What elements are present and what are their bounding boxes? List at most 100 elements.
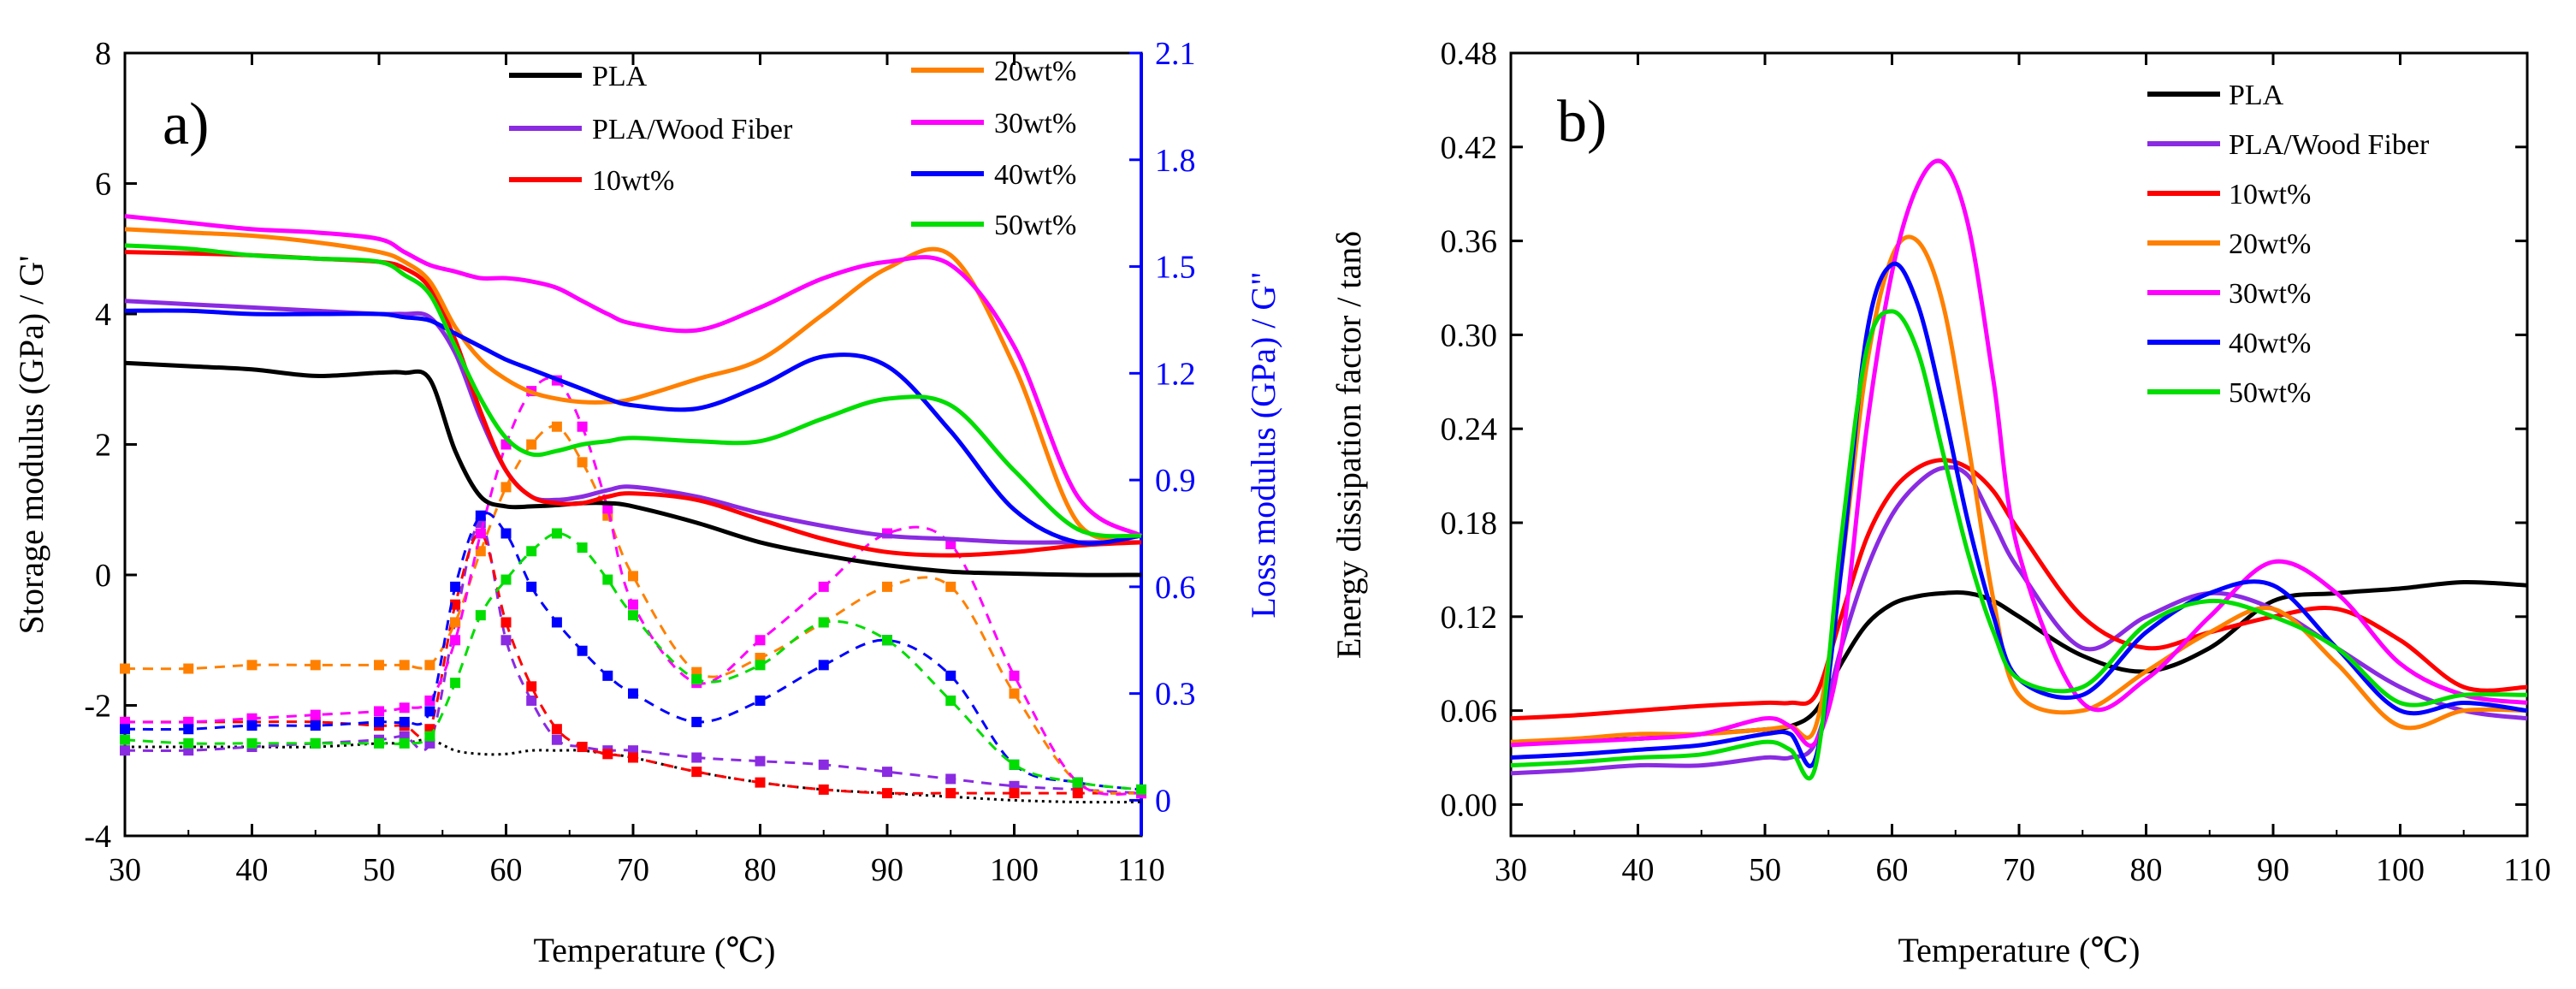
panel-a-y-tick-label: -4 [84,819,111,855]
loss-marker-50wt [628,610,638,621]
tan-delta-line-20wt [1510,234,2528,744]
loss-marker-50wt [374,737,384,749]
panel-a-y-tick-label: 4 [95,297,111,333]
loss-marker-40wt [246,720,258,731]
loss-marker-20wt [551,421,562,432]
loss-line-40wt [124,512,1142,791]
loss-marker-10wt [450,599,461,610]
panel-a-y2-tick-label: 1.5 [1155,250,1196,286]
loss-marker-20wt [424,660,435,671]
panel-a-y2-axis-title: Loss modulus (GPa) / G" [1244,271,1282,618]
loss-marker-pla-wood-fiber [882,767,892,778]
loss-marker-40wt [526,581,537,592]
panel-b-x-tick-label: 30 [1495,852,1527,888]
storage-line-30wt [124,214,1143,538]
loss-marker-30wt [577,421,588,432]
panel-b-y-tick-label: 0.30 [1441,317,1498,353]
loss-marker-50wt [1136,784,1146,795]
loss-marker-50wt [1072,777,1083,788]
panel-a-x-axis-title: Temperature (℃) [534,931,776,969]
storage-line-40wt [124,308,1142,546]
storage-line-50wt [124,243,1142,539]
loss-marker-30wt [374,706,384,717]
loss-marker-40wt [755,695,766,706]
loss-marker-30wt [475,528,486,539]
loss-marker-40wt [945,670,956,681]
loss-marker-20wt [183,663,194,674]
loss-marker-pla-wood-fiber [551,734,562,745]
loss-marker-50wt [120,734,130,745]
loss-marker-40wt [120,724,130,735]
legend-label-30wt: 30wt% [994,108,1076,139]
legend-b-label-10wt: 10wt% [2229,179,2311,210]
loss-marker-30wt [399,702,410,714]
loss-marker-pla-wood-fiber [120,745,130,756]
loss-marker-20wt [450,617,461,628]
panel-a-y2-tick-label: 0 [1155,783,1171,819]
loss-marker-20wt [246,660,258,671]
loss-marker-20wt [526,439,537,450]
panel-a-y2-tick-label: 1.2 [1155,356,1196,392]
legend-b-label-40wt: 40wt% [2229,328,2311,359]
panel-b-y-tick-label: 0.48 [1441,36,1498,72]
loss-marker-20wt [500,482,512,493]
loss-marker-20wt [945,581,956,592]
loss-marker-20wt [1009,688,1020,699]
loss-line-pla-wood-fiber [124,521,1142,795]
loss-marker-50wt [526,546,537,557]
panel-a-y-tick-label: 2 [95,428,111,464]
loss-marker-30wt [310,709,321,720]
panel-b-x-tick-label: 80 [2130,852,2163,888]
loss-marker-50wt [424,731,435,742]
loss-marker-pla-wood-fiber [755,755,766,767]
loss-line-10wt [125,532,1141,795]
loss-marker-40wt [500,528,512,539]
legend-b-label-pla-wood-fiber: PLA/Wood Fiber [2229,129,2430,161]
panel-b-y-tick-label: 0.42 [1441,130,1498,166]
legend-b-label-50wt: 50wt% [2229,377,2311,409]
loss-marker-30wt [628,599,638,610]
loss-marker-50wt [1009,759,1020,770]
loss-marker-20wt [628,571,638,582]
loss-marker-10wt [500,617,512,628]
panel-a-y2-tick-label: 0.6 [1155,570,1196,606]
panel-a-legend: PLA PLA/Wood Fiber 10wt% 20wt% 30wt% 40w… [509,56,1076,241]
loss-marker-pla-wood-fiber [526,695,537,706]
loss-marker-10wt [628,752,638,763]
panel-a-y-tick-label: -2 [84,689,111,725]
legend-label-50wt: 50wt% [994,210,1076,241]
panel-b-x-tick-label: 60 [1876,852,1909,888]
panel-b-x-tick-label: 50 [1749,852,1781,888]
loss-marker-10wt [526,681,537,692]
loss-marker-50wt [691,674,702,684]
panel-b-legend: PLA PLA/Wood Fiber 10wt% 20wt% 30wt% 40w… [2147,80,2430,409]
loss-marker-40wt [310,720,321,731]
loss-marker-40wt [399,716,410,727]
loss-marker-20wt [120,663,130,674]
panel-b-y-tick-label: 0.18 [1441,506,1498,542]
panel-a-y2-tick-label: 1.8 [1155,143,1196,179]
legend-label-40wt: 40wt% [994,159,1076,191]
panel-a-y2-tick-label: 0.3 [1155,677,1196,713]
panel-b-x-tick-label: 100 [2376,852,2425,888]
loss-marker-10wt [691,767,702,778]
loss-marker-pla-wood-fiber [945,773,956,785]
panel-a-x-tick-label: 50 [363,852,395,888]
panel-a-x-tick-label: 70 [617,852,649,888]
loss-marker-20wt [374,660,384,671]
loss-marker-40wt [424,706,435,717]
panel-a-x-tick-label: 100 [990,852,1039,888]
loss-marker-50wt [399,737,410,749]
legend-label-20wt: 20wt% [994,56,1076,87]
loss-marker-40wt [374,716,384,727]
legend-b-label-pla: PLA [2229,80,2284,111]
loss-marker-pla-wood-fiber [500,635,512,646]
loss-marker-50wt [602,574,613,585]
tan-delta-line-pla-wood-fiber [1510,465,2528,776]
panel-b-plot-frame [1509,51,2529,838]
loss-marker-10wt [577,742,588,753]
loss-marker-10wt [945,788,956,799]
loss-marker-10wt [602,749,613,760]
tan-delta-line-10wt [1510,458,2528,721]
loss-marker-50wt [945,695,956,706]
